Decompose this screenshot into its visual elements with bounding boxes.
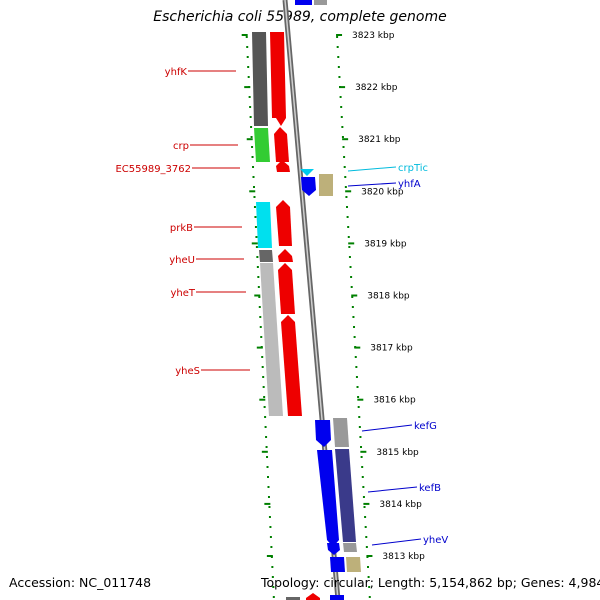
gene-yhfK [270,32,286,126]
gene-label-right[interactable]: kefB [419,483,441,494]
gene-prkB-slot [256,202,272,248]
gene-yheV-slot [346,557,361,572]
gene-label-right[interactable]: crpTic [398,163,428,174]
scale-tick-label: 3821 kbp [358,135,401,145]
gene-yheT [278,263,295,314]
gene-label-left[interactable]: prkB [170,223,193,234]
gene-kefG [315,420,331,447]
scale-tick-label: 3822 kbp [355,83,398,93]
scale-tick-label: 3817 kbp [370,344,413,354]
scale-tick-label: 3814 kbp [379,500,422,510]
gene-label-right[interactable]: yheV [423,535,448,546]
scale-ticks: 3823 kbp 3822 kbp 3821 kbp 3820 kbp 3819 kbp… [241,31,425,562]
feature-bottom-gray [286,597,300,600]
gene-yheTS-slot [260,263,283,416]
feature-bottom-red [306,593,320,600]
scale-tick-label: 3820 kbp [361,187,404,197]
gene-label-leader-line [361,424,413,432]
gene-label-right[interactable]: yhfA [398,179,421,190]
scale-tick-label: 3813 kbp [382,552,425,562]
gene-prkB [276,200,292,246]
gene-crpTic-marker [300,169,314,176]
gene-yhfK-slot [252,32,268,126]
gene-label-left[interactable]: yheS [175,366,200,377]
gene-crp-slot [254,128,270,162]
gene-yhfA [301,177,316,196]
gene-yheV-blue [330,557,345,572]
scale-ring-left [245,36,275,598]
gene-label-left[interactable]: yheU [169,255,195,266]
gene-yhfA-slot [319,174,333,196]
scale-tick-label: 3816 kbp [373,396,416,406]
gene-label-leader-line [367,486,418,493]
feature-bottom-blue [330,595,344,600]
gene-label-leader-line [347,182,397,187]
gene-label-left[interactable]: crp [173,141,189,152]
gene-labels-right: crpTic yhfA kefG kefB yheV [347,163,448,546]
scale-tick-label: 3818 kbp [367,292,410,302]
feature-top-blue [295,0,312,5]
gene-label-leader-line [347,166,397,172]
gene-kefB [317,450,339,547]
gene-yheU [278,249,293,262]
accession-text: Accession: NC_011748 [9,575,152,590]
gene-kefB-slot-end [343,543,357,552]
gene-label-right[interactable]: kefG [414,421,437,432]
scale-tick-label: 3823 kbp [352,31,395,41]
gene-kefG-slot [333,418,349,447]
gene-kefB-slot [335,449,356,542]
gene-label-left[interactable]: yheT [170,288,195,299]
map-title: Escherichia coli 55989, complete genome [153,9,447,25]
genome-summary-text: Topology: circular; Length: 5,154,862 bp… [261,575,600,590]
gene-yheU-slot [259,250,273,262]
feature-top-gray [314,0,327,5]
gene-label-left[interactable]: EC55989_3762 [115,164,191,175]
gene-yheS [281,315,302,416]
gene-crp [274,127,289,162]
gene-EC55989_3762 [276,160,290,172]
gene-yheV [327,543,340,555]
scale-tick-label: 3819 kbp [364,239,407,249]
scale-tick-label: 3815 kbp [376,448,419,458]
gene-label-left[interactable]: yhfK [165,67,188,78]
gene-labels-left: yhfK crp EC55989_3762 prkB yheU yheT yheS [115,67,250,377]
gene-label-leader-line [371,538,422,546]
